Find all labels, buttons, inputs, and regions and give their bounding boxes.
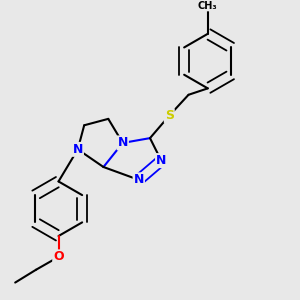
- Text: O: O: [53, 250, 64, 263]
- Text: S: S: [165, 109, 174, 122]
- Text: N: N: [134, 173, 144, 186]
- Text: N: N: [73, 143, 83, 156]
- Text: N: N: [156, 154, 166, 167]
- Text: N: N: [118, 136, 128, 149]
- Text: CH₃: CH₃: [198, 1, 218, 10]
